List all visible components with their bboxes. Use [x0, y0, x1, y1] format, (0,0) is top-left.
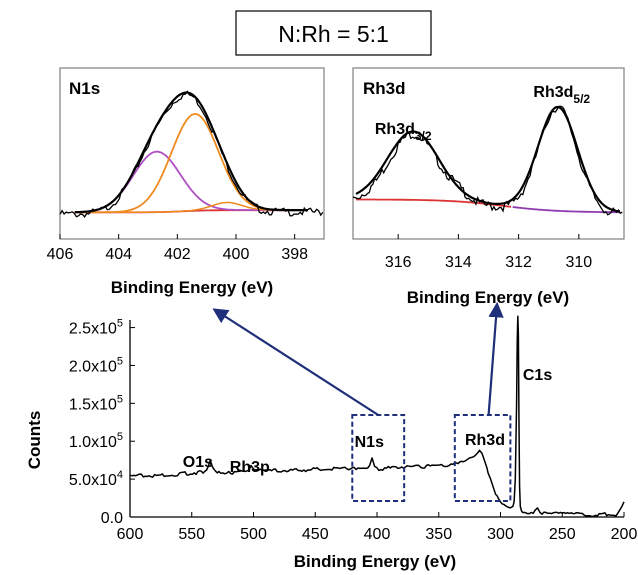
survey-x-tick-label: 450 — [302, 526, 329, 543]
survey-peak-label: C1s — [523, 367, 552, 384]
survey-callout-box — [453, 414, 512, 502]
survey-x-tick-label: 200 — [611, 526, 638, 543]
survey-y-tick-label: 1.5x105 — [69, 393, 123, 413]
survey-callout-arrow — [487, 301, 504, 416]
n1s-tick-label: 400 — [223, 246, 250, 263]
n1s-x-axis-title: Binding Energy (eV) — [111, 278, 273, 297]
survey-x-tick-label: 250 — [549, 526, 576, 543]
rh3d-experimental-curve — [352, 105, 623, 216]
survey-callout-box — [351, 414, 406, 502]
n1s-x-ticks: 406 404 402 400 398 — [47, 234, 308, 263]
n1s-tick-label: 402 — [164, 246, 191, 263]
rh3d-background-purple — [512, 206, 620, 214]
survey-y-tick-label: 2.0x105 — [69, 355, 123, 375]
rh3d-tick-label: 310 — [565, 254, 592, 271]
survey-spectrum-curve — [129, 315, 625, 518]
n1s-curves — [59, 90, 324, 219]
survey-y-tick-label: 1.0x105 — [69, 431, 123, 451]
survey-axes: 600 550 500 450 400 350 300 250 200 0.0 5.0x104 1.0… — [69, 318, 638, 543]
rh3d-x-axis-title: Binding Energy (eV) — [407, 288, 569, 307]
n1s-panel-title: N1s — [69, 79, 100, 98]
survey-x-tick-label: 350 — [425, 526, 452, 543]
survey-peak-label: Rh3d — [465, 432, 505, 449]
n1s-envelope-curve — [74, 91, 308, 214]
rh3d-x-ticks: 316 314 312 310 — [385, 234, 592, 271]
rh3d-peak-annotation: Rh3d5/2 — [533, 84, 590, 106]
survey-x-tick-label: 550 — [178, 526, 205, 543]
n1s-inset-chart: N1s 406 404 402 400 398 Binding Energy (eV) — [47, 67, 325, 297]
survey-y-tick-label: 2.5x105 — [69, 318, 123, 338]
survey-peak-label: N1s — [355, 434, 384, 451]
n1s-tick-label: 398 — [281, 246, 308, 263]
survey-y-tick-label: 5.0x104 — [69, 469, 123, 489]
survey-x-tick-label: 400 — [364, 526, 391, 543]
rh3d-curves — [352, 105, 623, 216]
survey-curve — [129, 315, 625, 518]
survey-peak-labels: O1s Rh3p N1s Rh3d C1s — [183, 367, 553, 476]
rh3d-annotations: Rh3d3/2 Rh3d5/2 — [375, 84, 591, 143]
survey-callout-arrow — [212, 308, 379, 416]
rh3d-plot-frame — [352, 67, 625, 240]
rh3d-inset-chart: Rh3d 316 314 312 310 Rh3d3/2 Rh3d5/2 Binding… — [352, 67, 625, 307]
rh3d-panel-title: Rh3d — [363, 79, 406, 98]
n1s-plot-frame — [59, 67, 325, 240]
survey-x-tick-label: 500 — [240, 526, 267, 543]
survey-callouts — [212, 301, 512, 502]
survey-peak-label: Rh3p — [230, 459, 270, 476]
rh3d-tick-label: 312 — [505, 254, 532, 271]
survey-x-tick-label: 600 — [117, 526, 144, 543]
survey-x-tick-label: 300 — [487, 526, 514, 543]
ratio-label: N:Rh = 5:1 — [278, 21, 389, 47]
n1s-tick-label: 404 — [105, 246, 132, 263]
n1s-experimental-curve — [59, 90, 324, 219]
rh3d-tick-label: 314 — [445, 254, 472, 271]
rh3d-tick-label: 316 — [385, 254, 412, 271]
rh3d-peak-annotation: Rh3d3/2 — [375, 121, 432, 143]
survey-y-axis-title: Counts — [25, 411, 44, 470]
survey-chart: 600 550 500 450 400 350 300 250 200 0.0 5.0x104 1.0… — [25, 301, 638, 571]
survey-peak-label: O1s — [183, 454, 213, 471]
survey-x-axis-title: Binding Energy (eV) — [294, 552, 456, 571]
n1s-tick-label: 406 — [47, 246, 74, 263]
ratio-box: N:Rh = 5:1 — [235, 10, 432, 56]
survey-y-tick-label: 0.0 — [101, 510, 123, 527]
n1s-orange-fit-curve — [74, 112, 308, 214]
